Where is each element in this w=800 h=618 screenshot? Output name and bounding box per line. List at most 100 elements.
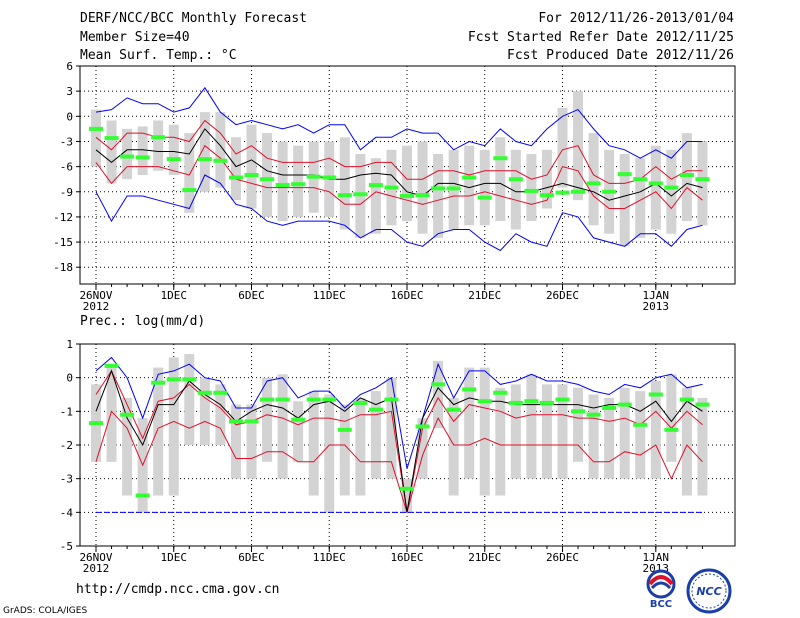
- mean-marker: [602, 405, 617, 410]
- mean-marker: [322, 175, 337, 180]
- y-tick-label: -5: [60, 540, 73, 553]
- mean-marker: [120, 412, 135, 417]
- ensemble-box: [308, 391, 319, 496]
- ensemble-box: [495, 137, 506, 222]
- mean-marker: [275, 183, 290, 188]
- mean-marker: [633, 177, 648, 182]
- ensemble-box: [230, 404, 241, 479]
- mean-marker: [322, 397, 337, 402]
- mean-marker: [617, 172, 632, 177]
- mean-marker: [571, 189, 586, 194]
- mean-marker: [213, 158, 228, 163]
- mean-marker: [353, 192, 368, 197]
- ensemble-box: [479, 367, 490, 496]
- y-tick-label: 0: [66, 110, 73, 123]
- mean-marker: [260, 177, 275, 182]
- x-tick-label: 16DEC: [390, 289, 423, 302]
- mean-marker: [602, 189, 617, 194]
- y-tick-label: 6: [66, 60, 73, 73]
- ensemble-box: [635, 391, 646, 479]
- mean-marker: [679, 397, 694, 402]
- ensemble-box: [402, 478, 412, 513]
- median-line: [95, 369, 703, 513]
- y-tick-label: 0: [66, 372, 73, 385]
- ensemble-box: [448, 397, 459, 496]
- ensemble-box: [122, 128, 133, 180]
- ensemble-box: [184, 133, 195, 213]
- mean-marker: [244, 419, 259, 424]
- ensemble-box: [588, 133, 599, 226]
- mean-marker: [384, 397, 399, 402]
- forecast-started-date: Fcst Started Refer Date 2012/11/25: [467, 30, 734, 45]
- x-tick-label: 21DEC: [468, 551, 501, 564]
- upper-percentile-line: [95, 119, 703, 184]
- mean-marker: [368, 183, 383, 188]
- y-tick-label: -18: [53, 261, 73, 274]
- mean-marker: [306, 397, 321, 402]
- ensemble-box: [246, 404, 257, 479]
- x-tick-label: 26DEC: [546, 551, 579, 564]
- ensemble-box: [650, 145, 661, 230]
- variable-label: Mean Surf. Temp.: °C: [80, 48, 237, 63]
- mean-marker: [368, 407, 383, 412]
- x-tick-label: 11DEC: [313, 289, 346, 302]
- source-url[interactable]: http://cmdp.ncc.cma.gov.cn: [76, 582, 280, 597]
- ensemble-box: [557, 107, 568, 188]
- ensemble-box: [355, 397, 366, 496]
- mean-marker: [275, 397, 290, 402]
- ensemble-box: [479, 149, 490, 226]
- mean-marker: [477, 399, 492, 404]
- mean-marker: [213, 390, 228, 395]
- mean-marker: [679, 173, 694, 177]
- mean-marker: [400, 486, 414, 491]
- x-tick-year-label: 2012: [83, 562, 110, 575]
- ensemble-box: [277, 141, 288, 222]
- ensemble-box: [510, 384, 521, 479]
- forecast-period: For 2012/11/26-2013/01/04: [538, 11, 734, 26]
- ensemble-box: [199, 112, 210, 192]
- grads-credit: GrADS: COLA/IGES: [3, 606, 88, 616]
- mean-marker: [539, 193, 554, 198]
- mean-marker: [648, 392, 663, 397]
- mean-marker: [508, 400, 523, 405]
- x-tick-label: 1DEC: [161, 289, 188, 302]
- ncc-logo-text: NCC: [696, 585, 721, 598]
- ensemble-box: [417, 141, 428, 234]
- mean-marker: [555, 397, 570, 402]
- ensemble-box: [619, 154, 630, 247]
- ensemble-box: [324, 394, 335, 513]
- ensemble-box: [464, 367, 475, 479]
- mean-marker: [508, 177, 523, 182]
- ensemble-box: [666, 149, 677, 234]
- mean-marker: [104, 136, 119, 141]
- ensemble-box: [277, 374, 288, 479]
- x-tick-label: 26DEC: [546, 289, 579, 302]
- mean-marker: [446, 407, 461, 412]
- ensemble-box: [230, 137, 241, 201]
- ensemble-box: [666, 374, 677, 462]
- mean-marker: [477, 195, 492, 200]
- ensemble-box: [417, 418, 428, 479]
- x-tick-label: 6DEC: [238, 551, 265, 564]
- mean-marker: [446, 186, 461, 191]
- mean-marker: [166, 157, 181, 162]
- ensemble-box: [293, 401, 304, 462]
- ensemble-box: [215, 384, 226, 445]
- y-tick-label: -4: [60, 506, 74, 519]
- ensemble-box: [557, 384, 568, 479]
- ensemble-box: [541, 149, 552, 209]
- x-tick-label: 26NOV: [79, 551, 112, 564]
- ensemble-box: [697, 397, 708, 496]
- x-tick-year-label: 2012: [83, 300, 110, 313]
- mean-marker: [648, 181, 663, 186]
- mean-marker: [524, 188, 539, 193]
- upper-percentile-line: [95, 369, 703, 513]
- y-tick-label: 1: [66, 338, 73, 351]
- ensemble-box: [526, 154, 537, 222]
- max-line: [95, 356, 703, 469]
- mean-marker: [244, 173, 259, 177]
- ensemble-box: [697, 141, 708, 226]
